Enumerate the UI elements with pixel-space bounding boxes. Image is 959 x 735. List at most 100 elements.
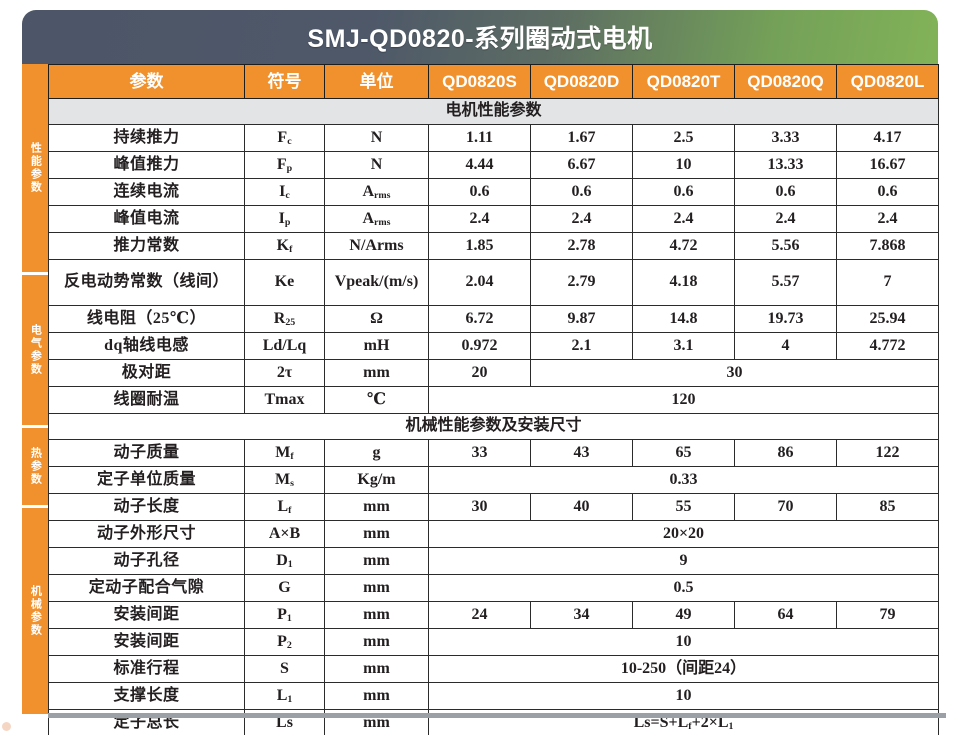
row-symbol: Lf bbox=[244, 493, 325, 521]
row-value-cell: 4 bbox=[734, 332, 837, 360]
row-unit: mm bbox=[324, 682, 429, 710]
row-parameter-name: 动子外形尺寸 bbox=[48, 520, 245, 548]
row-unit: mH bbox=[324, 332, 429, 360]
row-unit: ℃ bbox=[324, 386, 429, 414]
row-value-cell: 70 bbox=[734, 493, 837, 521]
row-value-cell: 2.4 bbox=[836, 205, 939, 233]
row-parameter-name: 标准行程 bbox=[48, 655, 245, 683]
row-value-cell: 122 bbox=[836, 439, 939, 467]
row-value-cell: 85 bbox=[836, 493, 939, 521]
row-value-cell: 49 bbox=[632, 601, 735, 629]
table-row: 动子质量 Mf g 33 43 65 86 122 bbox=[48, 439, 939, 467]
table-row: 反电动势常数（线间） Ke Vpeak/(m/s) 2.04 2.79 4.18 5.57 7 bbox=[48, 259, 939, 306]
table-row: 线圈耐温 Tmax ℃ 120 bbox=[48, 386, 939, 414]
row-unit: mm bbox=[324, 628, 429, 656]
row-value-cell: 2.4 bbox=[734, 205, 837, 233]
column-header-7: QD0820Q bbox=[734, 64, 837, 99]
spec-table: 参数 符号 单位 QD0820S QD0820D QD0820T QD0820Q QD0820… bbox=[48, 64, 939, 735]
row-value-cell: 5.56 bbox=[734, 232, 837, 260]
row-value-cell: 19.73 bbox=[734, 305, 837, 333]
title-banner: SMJ-QD0820-系列圈动式电机 bbox=[22, 10, 938, 64]
row-value-cell: 14.8 bbox=[632, 305, 735, 333]
row-value-cell: 30 bbox=[428, 493, 531, 521]
row-value-cell: 1.11 bbox=[428, 124, 531, 152]
row-symbol: Tmax bbox=[244, 386, 325, 414]
table-row: 定子单位质量 Ms Kg/m 0.33 bbox=[48, 466, 939, 494]
row-parameter-name: 线圈耐温 bbox=[48, 386, 245, 414]
row-value-cell: 4.44 bbox=[428, 151, 531, 179]
bottom-shadow-bar bbox=[48, 713, 946, 718]
row-value-cell: 10 bbox=[428, 682, 939, 710]
row-symbol: Mf bbox=[244, 439, 325, 467]
row-value-cell: 10-250（间距24） bbox=[428, 655, 939, 683]
column-header-1: 参数 bbox=[48, 64, 245, 99]
header-row: 参数 符号 单位 QD0820S QD0820D QD0820T QD0820Q QD0820… bbox=[48, 64, 939, 99]
row-parameter-name: 动子长度 bbox=[48, 493, 245, 521]
row-symbol: P2 bbox=[244, 628, 325, 656]
sidebar-group-label: 电气参数 bbox=[29, 324, 42, 376]
row-value-cell: 0.6 bbox=[632, 178, 735, 206]
table-row: 推力常数 Kf N/Arms 1.85 2.78 4.72 5.56 7.868 bbox=[48, 232, 939, 260]
column-header-5: QD0820D bbox=[530, 64, 633, 99]
row-symbol: G bbox=[244, 574, 325, 602]
row-symbol: Ip bbox=[244, 205, 325, 233]
table-row: 动子长度 Lf mm 30 40 55 70 85 bbox=[48, 493, 939, 521]
row-parameter-name: 支撑长度 bbox=[48, 682, 245, 710]
row-unit: mm bbox=[324, 547, 429, 575]
row-value-cell: 1.85 bbox=[428, 232, 531, 260]
row-value-cell: 43 bbox=[530, 439, 633, 467]
row-symbol: Fp bbox=[244, 151, 325, 179]
row-symbol: 2τ bbox=[244, 359, 325, 387]
row-parameter-name: 峰值推力 bbox=[48, 151, 245, 179]
row-unit: mm bbox=[324, 601, 429, 629]
row-value-cell: 6.67 bbox=[530, 151, 633, 179]
sidebar-group-4: 机械参数 bbox=[22, 508, 48, 714]
row-unit: Ω bbox=[324, 305, 429, 333]
sidebar-group-3: 热参数 bbox=[22, 428, 48, 505]
section-header-row-mechanical: 机械性能参数及安装尺寸 bbox=[48, 413, 939, 440]
row-value-cell: 10 bbox=[632, 151, 735, 179]
row-value-cell: 86 bbox=[734, 439, 837, 467]
row-value-cell: 0.5 bbox=[428, 574, 939, 602]
row-value-cell: 34 bbox=[530, 601, 633, 629]
row-parameter-name: 连续电流 bbox=[48, 178, 245, 206]
page-title: SMJ-QD0820-系列圈动式电机 bbox=[307, 25, 653, 53]
row-unit: mm bbox=[324, 574, 429, 602]
section-header-row-motor: 电机性能参数 bbox=[48, 98, 939, 125]
row-parameter-name: 推力常数 bbox=[48, 232, 245, 260]
row-unit: mm bbox=[324, 520, 429, 548]
row-unit: g bbox=[324, 439, 429, 467]
section-title-mechanical: 机械性能参数及安装尺寸 bbox=[48, 413, 939, 440]
row-symbol: L1 bbox=[244, 682, 325, 710]
table-row: 安装间距 P2 mm 10 bbox=[48, 628, 939, 656]
row-symbol: Ke bbox=[244, 259, 325, 306]
row-value-cell: 0.33 bbox=[428, 466, 939, 494]
row-value-cell: 24 bbox=[428, 601, 531, 629]
table-row: 动子孔径 D1 mm 9 bbox=[48, 547, 939, 575]
table-header: 参数 符号 单位 QD0820S QD0820D QD0820T QD0820Q QD0820… bbox=[48, 64, 939, 99]
row-value-cell: 4.18 bbox=[632, 259, 735, 306]
table-row: 安装间距 P1 mm 24 34 49 64 79 bbox=[48, 601, 939, 629]
row-value-cell: 6.72 bbox=[428, 305, 531, 333]
row-value-cell: 33 bbox=[428, 439, 531, 467]
row-value-cell: 0.972 bbox=[428, 332, 531, 360]
column-header-8: QD0820L bbox=[836, 64, 939, 99]
row-parameter-name: 峰值电流 bbox=[48, 205, 245, 233]
column-header-3: 单位 bbox=[324, 64, 429, 99]
row-parameter-name: dq轴线电感 bbox=[48, 332, 245, 360]
row-value-cell: 4.17 bbox=[836, 124, 939, 152]
section-title-motor: 电机性能参数 bbox=[48, 98, 939, 125]
table-row: 峰值推力 Fp N 4.44 6.67 10 13.33 16.67 bbox=[48, 151, 939, 179]
row-unit: N bbox=[324, 124, 429, 152]
row-value-cell: 2.4 bbox=[530, 205, 633, 233]
category-sidebar: 性能参数 电气参数 热参数 机械参数 bbox=[22, 64, 48, 717]
row-value-cell: 0.6 bbox=[836, 178, 939, 206]
row-parameter-name: 线电阻（25℃） bbox=[48, 305, 245, 333]
row-value-cell: 64 bbox=[734, 601, 837, 629]
row-value-cell: 13.33 bbox=[734, 151, 837, 179]
table-row: 支撑长度 L1 mm 10 bbox=[48, 682, 939, 710]
column-header-4: QD0820S bbox=[428, 64, 531, 99]
row-symbol: Ic bbox=[244, 178, 325, 206]
row-value-cell: 2.5 bbox=[632, 124, 735, 152]
